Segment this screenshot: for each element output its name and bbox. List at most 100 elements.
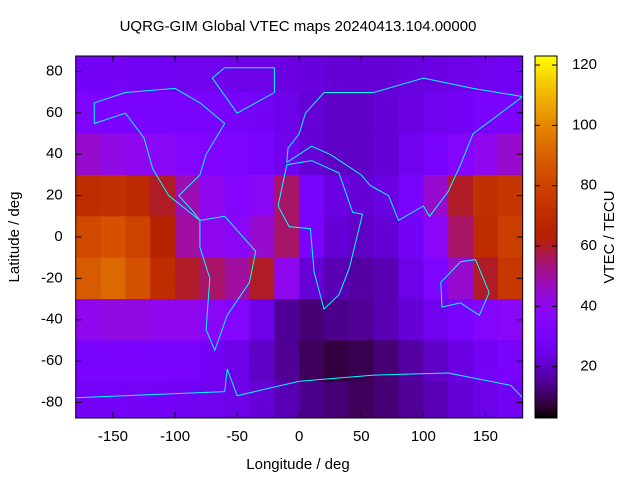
coastline: [199, 215, 257, 352]
heatmap-cell: [249, 174, 275, 217]
heatmap-cell: [150, 133, 176, 176]
heatmap-cell: [100, 56, 126, 93]
y-tick-label: -80: [41, 393, 63, 410]
heatmap-cell: [175, 133, 201, 176]
heatmap-cell: [175, 216, 201, 259]
heatmap-cell: [125, 381, 151, 418]
heatmap-cell: [324, 92, 350, 135]
heatmap-cell: [175, 340, 201, 383]
heatmap-cell: [348, 216, 375, 259]
heatmap-cell: [224, 299, 251, 341]
y-axis-label: Latitude / deg: [6, 192, 23, 283]
heatmap-cell: [448, 56, 474, 93]
y-tick-label: -40: [41, 311, 63, 328]
heatmap-cell: [199, 133, 226, 176]
heatmap-cell: [473, 174, 499, 217]
y-tick-label: 80: [46, 62, 63, 79]
heatmap-cell: [125, 299, 151, 341]
heatmap-cell: [125, 340, 151, 383]
heatmap-cell: [473, 340, 499, 383]
heatmap-cell: [398, 299, 424, 341]
chart-title: UQRG-GIM Global VTEC maps 20240413.104.0…: [120, 18, 477, 35]
heatmap-cell: [199, 216, 226, 259]
heatmap-cell: [348, 299, 375, 341]
heatmap-cell: [473, 299, 499, 341]
heatmap-cell: [100, 299, 126, 341]
y-tick-label: -20: [41, 269, 63, 286]
heatmap-cell: [224, 174, 251, 217]
heatmap-cell: [398, 381, 424, 418]
x-tick-label: 100: [411, 428, 436, 445]
heatmap-cell: [448, 216, 474, 259]
heatmap-cell: [175, 56, 201, 93]
heatmap-cell: [150, 56, 176, 93]
heatmap-cell: [423, 133, 449, 176]
heatmap-cell: [348, 257, 375, 300]
heatmap-cell: [398, 133, 424, 176]
heatmap-cell: [348, 381, 375, 418]
heatmap-cell: [175, 381, 201, 418]
heatmap-cell: [100, 133, 126, 176]
coastlines: [75, 67, 523, 399]
heatmap-cell: [224, 257, 251, 300]
heatmap-cell: [125, 216, 151, 259]
heatmap-cell: [249, 56, 275, 93]
heatmap-cell: [324, 340, 350, 383]
heatmap-cell: [150, 216, 176, 259]
x-tick-label: 50: [353, 428, 370, 445]
heatmap-cell: [199, 299, 226, 341]
heatmap-cell: [100, 216, 126, 259]
coastline: [277, 160, 364, 311]
heatmap-cell: [249, 216, 275, 259]
heatmap-cell: [224, 133, 251, 176]
heatmap-cell: [125, 133, 151, 176]
heatmap-cell: [274, 299, 300, 341]
heatmap-cell: [224, 381, 251, 418]
heatmap-cell: [274, 257, 300, 300]
x-tick-label: -150: [98, 428, 128, 445]
y-tick-label: -60: [41, 352, 63, 369]
heatmap-cell: [125, 257, 151, 300]
heatmap-cell: [398, 92, 424, 135]
heatmap-cell: [348, 133, 375, 176]
heatmap-cell: [125, 174, 151, 217]
x-axis-label: Longitude / deg: [246, 456, 349, 473]
heatmap-cell: [423, 92, 449, 135]
heatmap-cell: [100, 340, 126, 383]
heatmap-cell: [423, 299, 449, 341]
heatmap-cell: [274, 92, 300, 135]
heatmap-cell: [150, 299, 176, 341]
heatmap-cell: [249, 299, 275, 341]
heatmap-cell: [448, 299, 474, 341]
heatmap-cell: [274, 340, 300, 383]
coastline: [286, 77, 523, 222]
coastline: [93, 87, 226, 221]
heatmap-cell: [224, 216, 251, 259]
heatmap-cell: [473, 133, 499, 176]
heatmap-cell: [299, 133, 325, 176]
heatmap-cell: [199, 257, 226, 300]
heatmap-cell: [373, 257, 400, 300]
heatmap-cell: [324, 381, 350, 418]
heatmap-cell: [299, 381, 325, 418]
heatmap-cell: [274, 174, 300, 217]
heatmap-cell: [100, 257, 126, 300]
heatmap-cell: [299, 299, 325, 341]
heatmap-cell: [324, 299, 350, 341]
coastline: [440, 259, 490, 317]
heatmap-cell: [299, 216, 325, 259]
heatmap-cell: [423, 216, 449, 259]
coastline: [211, 67, 275, 114]
heatmap-cell: [100, 381, 126, 418]
heatmap-cell: [348, 174, 375, 217]
heatmap-cell: [448, 340, 474, 383]
heatmap-cell: [224, 56, 251, 93]
heatmap-cell: [150, 257, 176, 300]
colorbar: [534, 55, 558, 419]
heatmap-cell: [497, 56, 523, 93]
heatmap-cell: [150, 381, 176, 418]
heatmap-cell: [398, 216, 424, 259]
heatmap-cell: [448, 92, 474, 135]
heatmap-cell: [175, 92, 201, 135]
